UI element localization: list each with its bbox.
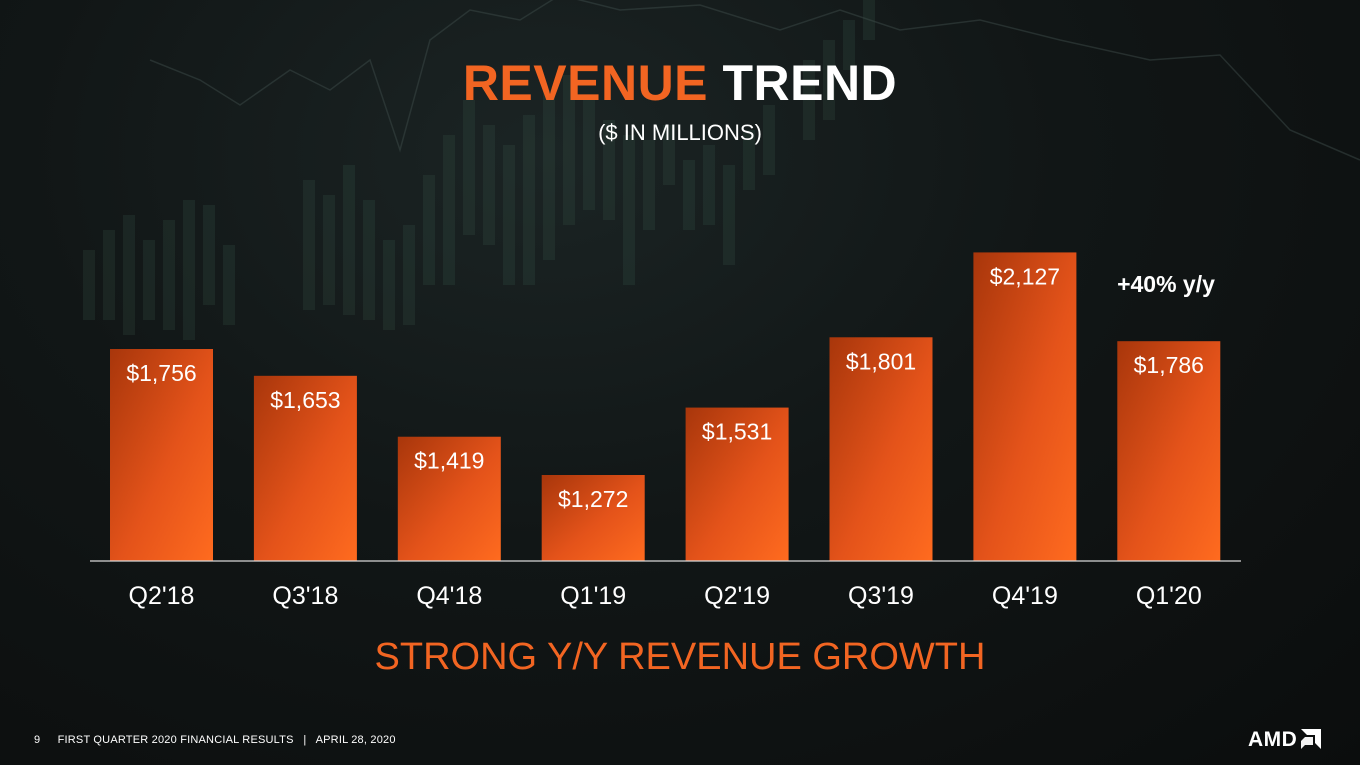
background-candle (443, 135, 455, 285)
revenue-bar-chart: $1,756 Q2'18 $1,653 Q3'18 $1,419 Q4'18 $1,272 Q… (90, 252, 1241, 610)
background-candle (83, 250, 95, 320)
page-number: 9 (34, 734, 41, 746)
background-candle (723, 165, 735, 265)
bar-value-label: $2,127 (990, 263, 1060, 289)
tagline: STRONG Y/Y REVENUE GROWTH (374, 636, 986, 678)
yoy-growth-annotation: +40% y/y (1117, 271, 1215, 297)
background-candle (683, 160, 695, 230)
x-tick-label: Q2'18 (129, 582, 195, 610)
background-candle (643, 140, 655, 230)
bar-value-label: $1,653 (270, 387, 340, 413)
footer-text: FIRST QUARTER 2020 FINANCIAL RESULTS | A… (57, 734, 396, 746)
background-candle (563, 75, 575, 225)
title-part-white: TREND (722, 55, 898, 111)
background-candle (663, 125, 675, 185)
x-tick-label: Q1'19 (560, 582, 626, 610)
bar-Q1'19 (541, 475, 645, 561)
x-tick-label: Q3'19 (848, 582, 914, 610)
amd-arrow-icon (1301, 729, 1322, 749)
bar-value-label: $1,531 (702, 419, 772, 445)
title-part-orange: REVENUE (462, 55, 709, 111)
bar-Q2'19 (685, 407, 789, 561)
background-candle (123, 215, 135, 335)
background-candle (603, 120, 615, 220)
bar-Q3'19 (829, 337, 933, 561)
background-candle (323, 195, 335, 305)
background-candle (583, 95, 595, 210)
x-tick-label: Q4'19 (992, 582, 1058, 610)
background-candle (803, 60, 815, 140)
background-candle (623, 135, 635, 285)
bar-value-label: $1,272 (558, 486, 628, 512)
background-candle (183, 200, 195, 340)
bar-value-label: $1,786 (1134, 352, 1204, 378)
x-tick-label: Q1'20 (1136, 582, 1202, 610)
background-candle (483, 125, 495, 245)
bar-value-label: $1,419 (414, 448, 484, 474)
background-candle (423, 175, 435, 285)
bar-Q1'20 (1117, 341, 1221, 561)
background-trend-line (149, 0, 1360, 161)
background-candle (763, 105, 775, 175)
background-candle (703, 145, 715, 225)
bar-Q3'18 (253, 375, 357, 561)
bar-value-label: $1,801 (846, 348, 916, 374)
background-candle (363, 200, 375, 320)
background-candle (403, 225, 415, 325)
background-candle (223, 245, 235, 325)
background-candle (843, 20, 855, 70)
x-tick-label: Q2'19 (704, 582, 770, 610)
background-candle (163, 220, 175, 330)
background-candle (523, 115, 535, 285)
background-candle (543, 90, 555, 260)
footer: 9 FIRST QUARTER 2020 FINANCIAL RESULTS |… (34, 734, 396, 746)
logo-text: AMD (1248, 728, 1298, 751)
background-candle (143, 240, 155, 320)
bar-Q4'18 (397, 436, 501, 561)
bar-value-label: $1,756 (126, 360, 196, 386)
background-candle (343, 165, 355, 315)
x-tick-label: Q3'18 (272, 582, 338, 610)
chart-subtitle: ($ IN MILLIONS) (598, 120, 762, 145)
background-candle (203, 205, 215, 305)
amd-logo: AMD (1248, 728, 1322, 752)
x-tick-label: Q4'18 (416, 582, 482, 610)
bar-Q2'18 (110, 349, 213, 561)
bar-Q4'19 (973, 252, 1077, 561)
background-candle (383, 240, 395, 330)
page-title: REVENUE TREND (0, 54, 1360, 112)
background-candle (303, 180, 315, 310)
background-candle (743, 130, 755, 190)
background-candle (503, 145, 515, 285)
background-candle (463, 100, 475, 235)
background-candle (823, 40, 835, 120)
background-candle (103, 230, 115, 320)
